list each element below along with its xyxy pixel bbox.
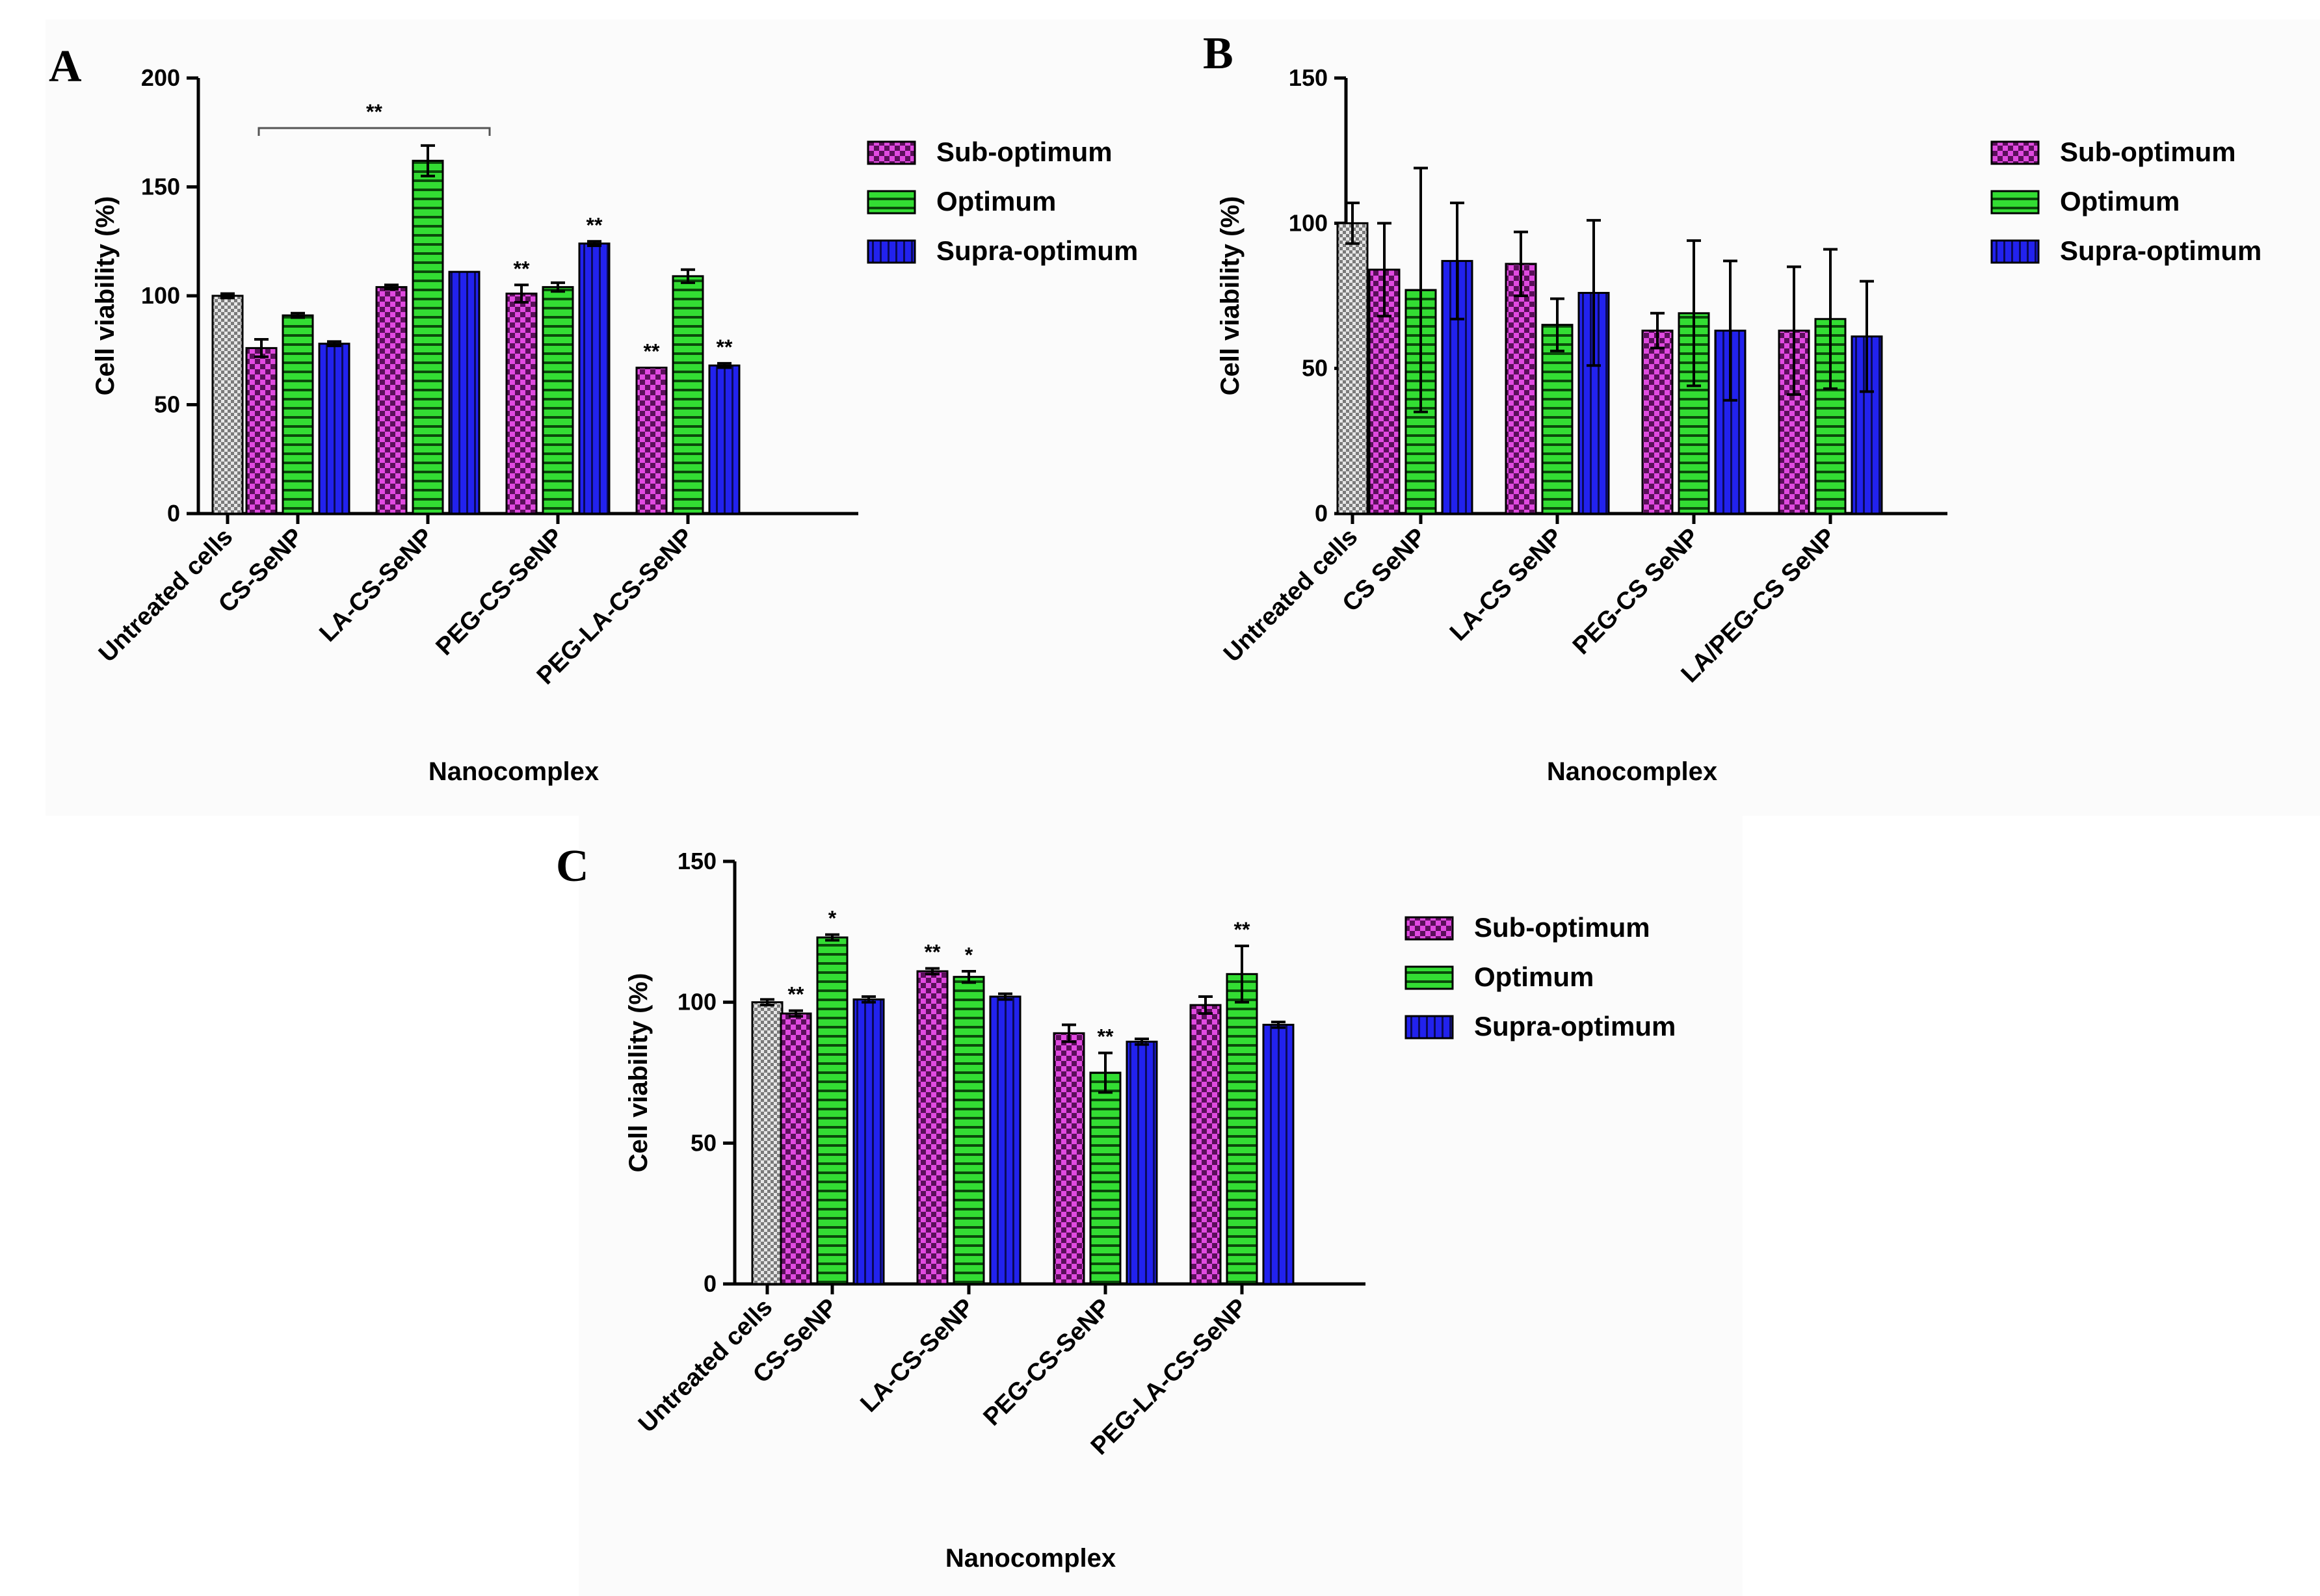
- significance-label: *: [828, 907, 837, 930]
- y-tick-label: 150: [678, 848, 717, 874]
- y-axis-title: Cell viability (%): [1216, 196, 1245, 396]
- bar-untreated: [1336, 222, 1369, 515]
- legend-label: Optimum: [2060, 186, 2180, 216]
- significance-label: **: [514, 257, 530, 280]
- bar-supra-optimum: [989, 995, 1022, 1285]
- legend-label: Supra-optimum: [936, 235, 1138, 266]
- legend-label: Sub-optimum: [2060, 137, 2236, 167]
- bar-optimum: [1089, 1071, 1122, 1285]
- y-tick-label: 50: [691, 1129, 717, 1156]
- significance-label: **: [1098, 1025, 1114, 1049]
- bar-untreated: [211, 294, 244, 515]
- x-axis-title: Nanocomplex: [428, 757, 599, 786]
- bar-sub-optimum: [505, 293, 538, 515]
- y-axis-title: Cell viability (%): [91, 196, 120, 396]
- significance-label: *: [965, 943, 973, 967]
- bar-sub-optimum: [916, 970, 949, 1285]
- bar-sub-optimum: [780, 1012, 812, 1285]
- bar-optimum: [1226, 973, 1258, 1285]
- bar-sub-optimum: [1053, 1032, 1085, 1285]
- y-axis-title: Cell viability (%): [624, 973, 653, 1173]
- legend-swatch-optimum: [1990, 190, 2040, 215]
- bar-sub-optimum: [1505, 263, 1537, 515]
- bar-optimum: [816, 936, 849, 1285]
- y-tick-label: 50: [1302, 355, 1328, 382]
- legend-swatch-optimum: [1404, 965, 1454, 990]
- panel-letter: C: [556, 841, 589, 891]
- significance-label: **: [788, 983, 804, 1006]
- significance-label: **: [644, 340, 660, 363]
- bar-sub-optimum: [1641, 330, 1674, 515]
- bar-supra-optimum: [448, 270, 481, 515]
- bar-supra-optimum: [1126, 1040, 1158, 1285]
- bar-sub-optimum: [375, 286, 408, 515]
- bar-optimum: [412, 159, 444, 515]
- y-tick-label: 200: [141, 64, 180, 91]
- legend-label: Sub-optimum: [1474, 912, 1650, 943]
- bar-supra-optimum: [852, 998, 885, 1285]
- significance-label: **: [717, 335, 733, 359]
- bar-supra-optimum: [318, 343, 350, 515]
- bar-supra-optimum: [578, 242, 611, 515]
- significance-label: **: [1234, 918, 1250, 941]
- significance-label: **: [925, 941, 941, 964]
- legend-label: Supra-optimum: [2060, 235, 2261, 266]
- y-tick-label: 50: [154, 391, 180, 418]
- bar-optimum: [1541, 324, 1574, 515]
- bar-sub-optimum: [635, 367, 668, 515]
- y-tick-label: 100: [1289, 209, 1328, 236]
- bar-supra-optimum: [708, 364, 741, 515]
- bar-optimum: [282, 314, 314, 515]
- bar-supra-optimum: [1262, 1023, 1295, 1285]
- bar-sub-optimum: [1189, 1004, 1222, 1285]
- legend-label: Sub-optimum: [936, 137, 1113, 167]
- legend-label: Supra-optimum: [1474, 1011, 1676, 1041]
- bracket-label: **: [366, 100, 382, 124]
- y-tick-label: 100: [678, 989, 717, 1015]
- legend-swatch-supra-optimum: [1990, 239, 2040, 264]
- legend-swatch-optimum: [867, 190, 916, 215]
- legend-label: Optimum: [936, 186, 1056, 216]
- bar-optimum: [542, 286, 574, 515]
- legend-swatch-supra-optimum: [867, 239, 916, 264]
- panel-letter: B: [1203, 29, 1233, 79]
- bar-untreated: [751, 1001, 784, 1285]
- significance-label: **: [587, 213, 603, 237]
- y-tick-label: 100: [141, 282, 180, 309]
- legend-label: Optimum: [1474, 962, 1594, 992]
- panel-a: A 0 50 100 150 200 Cell viability (%) Nanocompl…: [49, 42, 1138, 786]
- legend-swatch-supra-optimum: [1404, 1015, 1454, 1040]
- bar-sub-optimum: [245, 347, 278, 515]
- legend-swatch-sub-optimum: [1404, 916, 1454, 941]
- panel-letter: A: [49, 42, 82, 92]
- y-tick-label: 0: [704, 1270, 717, 1297]
- y-tick-label: 0: [167, 500, 180, 527]
- bar-optimum: [672, 275, 704, 515]
- legend-swatch-sub-optimum: [1990, 140, 2040, 165]
- y-tick-label: 150: [1289, 64, 1328, 91]
- x-axis-title: Nanocomplex: [945, 1544, 1116, 1573]
- significance-bracket: [257, 127, 491, 137]
- y-tick-label: 0: [1315, 500, 1328, 527]
- bar-optimum: [953, 976, 985, 1285]
- legend-swatch-sub-optimum: [867, 140, 916, 165]
- x-axis-title: Nanocomplex: [1547, 757, 1717, 786]
- y-tick-label: 150: [141, 174, 180, 200]
